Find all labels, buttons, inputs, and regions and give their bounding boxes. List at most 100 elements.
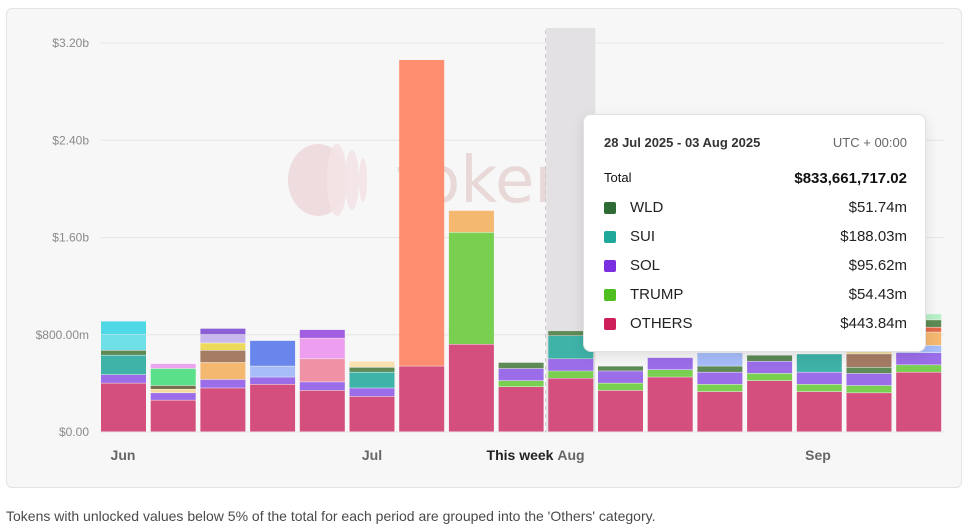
bar-segment [299, 382, 345, 391]
bar-segment [299, 329, 345, 338]
bar-segment [846, 373, 892, 386]
bar-segment [250, 377, 296, 385]
bar-segment [498, 368, 544, 381]
bar-segment [101, 355, 146, 375]
bar-segment [150, 393, 196, 400]
legend-swatch [604, 317, 616, 330]
legend-swatch [604, 201, 616, 214]
x-tick-label: This week [487, 447, 554, 463]
bar-segment [747, 355, 793, 361]
tooltip-date-range: 28 Jul 2025 - 03 Aug 2025 [604, 135, 761, 150]
y-tick-label: $2.40b [52, 133, 89, 147]
bar-segment [250, 340, 296, 366]
bar-segment [101, 383, 146, 432]
bar-segment [796, 354, 842, 372]
bar-segment [796, 391, 842, 432]
bar-segment [647, 357, 693, 370]
x-tick-label: Sep [805, 447, 831, 463]
y-tick-label: $1.60b [52, 231, 89, 245]
bar-segment [796, 372, 842, 385]
tooltip-item-value: $188.03m [840, 228, 907, 245]
bar-segment [598, 383, 643, 391]
bar-segment [796, 384, 842, 392]
bar-segment [697, 384, 743, 392]
bar-segment [697, 366, 743, 372]
bar-segment [150, 400, 196, 432]
bar-segment [498, 387, 544, 432]
bar-segment [150, 389, 196, 393]
bar-segment [647, 370, 693, 377]
tooltip-item-value: $443.84m [840, 315, 907, 332]
tooltip-item-name: SOL [630, 257, 661, 274]
y-tick-label: $800.00m [36, 328, 89, 342]
tooltip-total-row: Total $833,661,717.02 [604, 170, 907, 187]
bar-segment [200, 362, 246, 380]
bar-segment [598, 371, 643, 383]
bar-segment [299, 359, 345, 382]
chart-tooltip: 28 Jul 2025 - 03 Aug 2025 UTC + 00:00 To… [583, 114, 926, 352]
watermark-logo-shape [327, 144, 347, 216]
tooltip-item-value: $95.62m [848, 257, 907, 274]
bar-segment [598, 390, 643, 432]
tooltip-items: WLD $51.74m SUI $188.03m SOL $95.62m TRUMP $54.… [604, 193, 907, 338]
x-tick-label: Aug [557, 447, 584, 463]
bar-segment [200, 334, 246, 343]
bar-segment [349, 388, 395, 397]
bar-segment [498, 380, 544, 387]
bar-segment [349, 372, 395, 388]
tooltip-item-name: OTHERS [630, 315, 693, 332]
bar-segment [150, 363, 196, 369]
bar-segment [349, 361, 395, 368]
bar-segment [846, 393, 892, 432]
legend-swatch [604, 259, 616, 272]
bar-segment [448, 210, 494, 233]
bar-segment [200, 328, 246, 335]
y-tick-label: $3.20b [52, 36, 89, 50]
bar-segment [150, 385, 196, 389]
bar-segment [299, 390, 345, 432]
tooltip-item-row: SUI $188.03m [604, 222, 907, 251]
y-tick-label: $0.00 [59, 425, 89, 439]
bar-segment [697, 372, 743, 385]
watermark-logo-shape [359, 158, 367, 202]
legend-swatch [604, 288, 616, 301]
bar-segment [697, 391, 743, 432]
bar-segment [101, 321, 146, 335]
tooltip-item-value: $54.43m [848, 286, 907, 303]
bar-segment [647, 377, 693, 432]
bar-segment [200, 350, 246, 363]
bar-segment [697, 352, 743, 366]
bar-segment [896, 372, 942, 432]
bar-segment [747, 361, 793, 374]
bar-segment [598, 366, 643, 371]
bar-segment [846, 367, 892, 374]
bar-segment [399, 366, 445, 432]
bar-segment [200, 343, 246, 351]
bar-segment [200, 388, 246, 432]
bar-segment [548, 371, 594, 379]
bar-segment [101, 374, 146, 383]
x-axis-ticks: Jun Jul This week Aug Sep [111, 447, 831, 463]
bar-segment [101, 334, 146, 351]
tooltip-item-row: OTHERS $443.84m [604, 309, 907, 338]
tooltip-timezone: UTC + 00:00 [832, 135, 907, 150]
y-axis-ticks: $0.00 $800.00m $1.60b $2.40b $3.20b [36, 36, 90, 439]
x-tick-label: Jul [362, 447, 382, 463]
bar-segment [548, 359, 594, 371]
bar-segment [399, 60, 445, 366]
tooltip-header: 28 Jul 2025 - 03 Aug 2025 UTC + 00:00 [604, 135, 907, 150]
bar-segment [299, 338, 345, 359]
tooltip-total-label: Total [604, 170, 632, 185]
bar-segment [448, 232, 494, 344]
tooltip-item-name: WLD [630, 199, 664, 216]
tooltip-total-value: $833,661,717.02 [794, 170, 907, 187]
bar-segment [548, 335, 594, 359]
tooltip-item-name: SUI [630, 228, 656, 245]
tooltip-item-row: SOL $95.62m [604, 251, 907, 280]
bar-segment [101, 350, 146, 355]
bar-segment [349, 367, 395, 372]
bar-segment [498, 362, 544, 369]
tooltip-item-name: TRUMP [630, 286, 684, 303]
watermark-logo-shape [345, 150, 359, 210]
bar-segment [250, 366, 296, 377]
